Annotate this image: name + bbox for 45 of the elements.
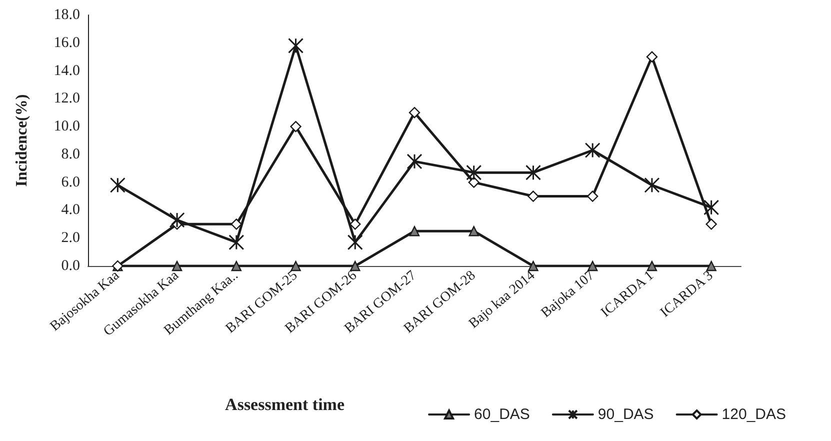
- point: [646, 51, 658, 62]
- point: [468, 176, 480, 188]
- point: [468, 226, 479, 236]
- y-tick-label: 8.0: [61, 146, 80, 162]
- point: [350, 260, 360, 272]
- y-tick-label: 18.0: [54, 7, 80, 23]
- point: [406, 154, 422, 170]
- point: [347, 234, 363, 250]
- point: [646, 260, 658, 272]
- point: [169, 212, 185, 228]
- point: [587, 260, 598, 272]
- point: [350, 218, 361, 230]
- point: [525, 164, 541, 180]
- legend-label: 120_DAS: [722, 406, 786, 423]
- point: [706, 218, 717, 230]
- point: [290, 120, 302, 132]
- point: [231, 260, 242, 272]
- y-tick-label: 0.0: [61, 258, 80, 274]
- legend-label: 60_DAS: [474, 406, 530, 423]
- y-tick-label: 12.0: [54, 90, 80, 107]
- y-tick-label: 4.0: [61, 202, 80, 218]
- point: [228, 234, 244, 250]
- y-tick-label: 10.0: [54, 118, 80, 135]
- point: [528, 190, 539, 202]
- legend-label: 90_DAS: [598, 406, 654, 423]
- point: [466, 164, 482, 180]
- point: [528, 260, 538, 272]
- point: [704, 200, 720, 216]
- point: [584, 142, 600, 158]
- point: [706, 260, 716, 272]
- y-tick-label: 2.0: [61, 230, 80, 246]
- point: [290, 260, 301, 272]
- point: [409, 226, 420, 236]
- y-axis-title: Incidence(%): [14, 94, 30, 187]
- point: [644, 177, 660, 193]
- point: [586, 190, 598, 202]
- point: [172, 260, 182, 272]
- y-tick-label: 16.0: [54, 34, 80, 51]
- y-tick-label: 14.0: [54, 62, 80, 79]
- x-axis-title: Assessment time: [225, 395, 345, 414]
- point: [230, 218, 242, 230]
- point: [408, 107, 420, 118]
- point: [110, 177, 126, 193]
- y-tick-label: 6.0: [61, 174, 80, 190]
- point: [288, 38, 304, 54]
